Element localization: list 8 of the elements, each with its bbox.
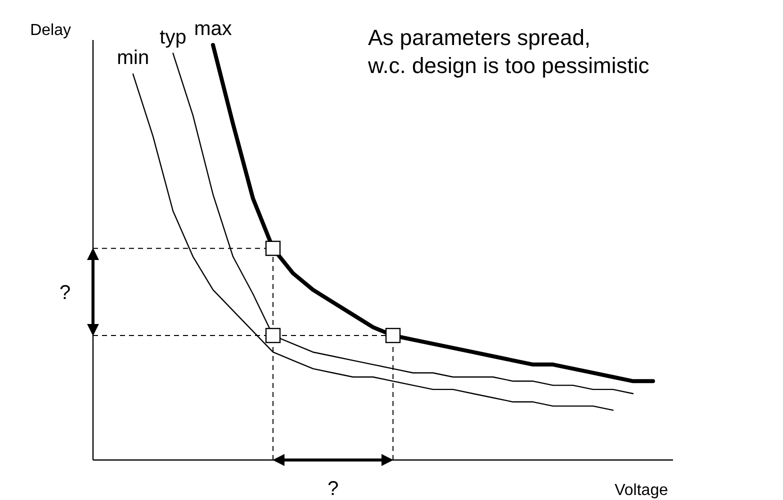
- chart-title: As parameters spread, w.c. design is too pessimistic: [367, 25, 650, 78]
- series-label: typ: [160, 26, 186, 48]
- series-label: min: [116, 47, 150, 70]
- x-axis-title: Voltage: [614, 482, 668, 499]
- text: ?: [59, 282, 71, 304]
- text: ?: [327, 478, 339, 500]
- series-label: max: [194, 18, 232, 40]
- y-axis-title: Delay: [30, 22, 71, 39]
